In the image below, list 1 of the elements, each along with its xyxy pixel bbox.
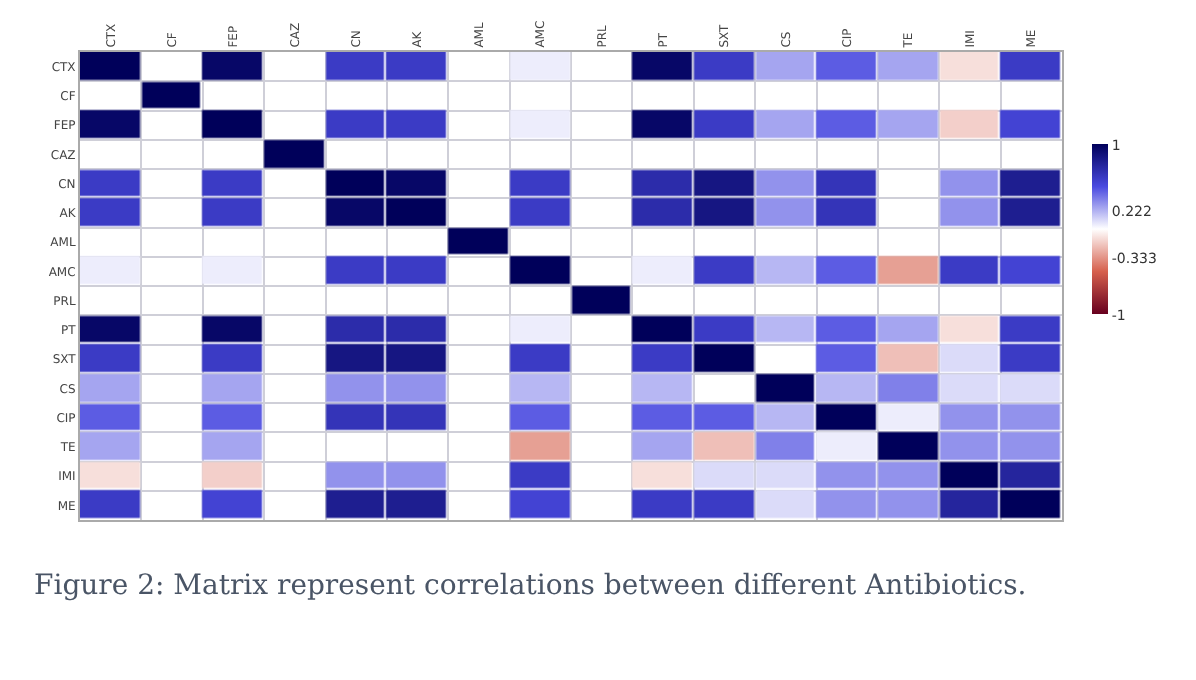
caption: Figure 2: Matrix represent correlations between different Antibiotics. bbox=[34, 570, 1027, 602]
